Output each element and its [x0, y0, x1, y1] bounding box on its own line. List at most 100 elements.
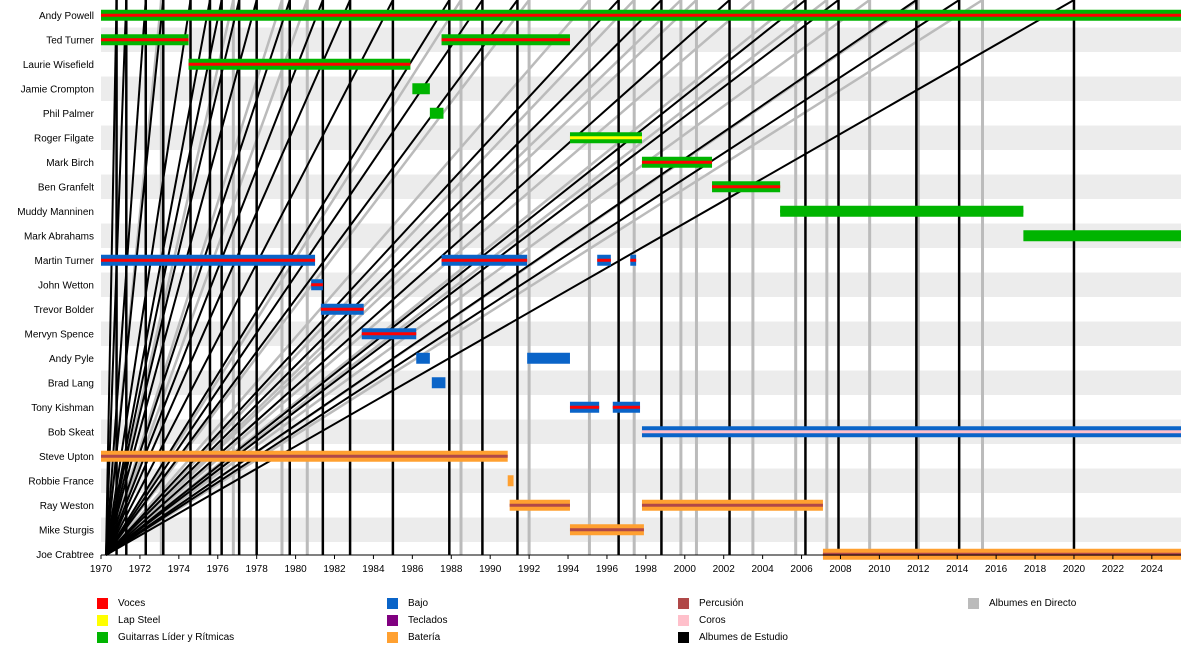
- live-album-diagonal: [105, 0, 636, 556]
- member-bar: [1023, 230, 1181, 242]
- x-tick-label: 1972: [129, 564, 152, 575]
- member-bars: [101, 9, 1181, 560]
- legend-item-bajo: Bajo: [387, 598, 428, 612]
- x-tick-label: 2006: [790, 564, 813, 575]
- member-names: Andy Powell Ted Turner Laurie Wisefield Jam…: [17, 11, 94, 561]
- studio-album-diagonal: [105, 0, 118, 556]
- x-tick-label: 1996: [596, 564, 619, 575]
- member-bar-inner: [509, 503, 570, 507]
- legend-swatch-bajo: [387, 598, 398, 609]
- live-album-diagonal: [105, 0, 531, 556]
- member-name: Muddy Manninen: [17, 207, 94, 218]
- studio-album-diagonal: [105, 0, 223, 556]
- x-tick-label: 1984: [362, 564, 385, 575]
- member-name: Ted Turner: [46, 35, 94, 46]
- member-bar-inner: [101, 258, 316, 262]
- member-bar-inner: [441, 38, 570, 42]
- legend-item-lap-steel: Lap Steel: [97, 615, 160, 629]
- member-name: Steve Upton: [39, 452, 94, 463]
- legend-item-voces: Voces: [97, 598, 145, 612]
- x-tick-label: 1980: [284, 564, 307, 575]
- legend-label-lap-steel: Lap Steel: [118, 615, 161, 626]
- x-tick-label: 2010: [868, 564, 891, 575]
- studio-album-diagonal: [105, 0, 192, 556]
- x-tick-label: 2014: [946, 564, 969, 575]
- studio-album-diagonal: [105, 0, 165, 556]
- x-tick-label: 1982: [323, 564, 346, 575]
- legend-swatch-lap-steel: [97, 615, 108, 626]
- studio-album-diagonal: [105, 0, 291, 556]
- x-tick-label: 2024: [1141, 564, 1164, 575]
- x-tick-label: 2022: [1102, 564, 1125, 575]
- live-album-diagonal: [105, 0, 871, 557]
- member-bar-inner: [641, 503, 823, 507]
- member-bar: [507, 475, 514, 487]
- studio-album-diagonal: [105, 0, 663, 556]
- member-name: Robbie France: [28, 476, 94, 487]
- member-bar-inner: [569, 136, 642, 140]
- studio-album-diagonal: [105, 0, 128, 556]
- member-name: Ray Weston: [40, 501, 94, 512]
- x-tick-label: 2002: [713, 564, 736, 575]
- member-bar-inner: [780, 209, 1024, 213]
- legend-label-percusion: Percusión: [699, 598, 744, 609]
- legend-item-live-albums: Albumes en Directo: [968, 598, 1076, 612]
- member-bar-inner: [712, 185, 781, 189]
- x-tick-label: 1992: [518, 564, 541, 575]
- x-tick-label: 2020: [1063, 564, 1086, 575]
- legend-swatch-teclados: [387, 615, 398, 626]
- member-name: Martin Turner: [35, 256, 95, 267]
- row-stripe: [101, 223, 1181, 248]
- studio-album-diagonal: [105, 0, 324, 556]
- member-bar-inner: [311, 283, 323, 287]
- member-name: Mike Sturgis: [39, 525, 94, 536]
- live-album-diagonal: [105, 0, 591, 556]
- member-bar-inner: [441, 258, 528, 262]
- legend-label-bateria: Batería: [408, 632, 441, 643]
- legend-label-guitarras: Guitarras Líder y Rítmicas: [118, 632, 235, 643]
- member-name: Andy Pyle: [49, 354, 94, 365]
- x-tick-label: 2012: [907, 564, 930, 575]
- live-album-diagonal: [105, 0, 754, 556]
- legend-swatch-studio-albums: [678, 632, 689, 643]
- member-bar-inner: [569, 528, 644, 532]
- member-bar-inner: [320, 307, 364, 311]
- studio-album-diagonal: [105, 0, 147, 556]
- studio-album-diagonal: [105, 0, 451, 556]
- legend-swatch-coros: [678, 615, 689, 626]
- member-bar: [412, 83, 430, 95]
- x-tick-label: 1988: [440, 564, 463, 575]
- studio-album-diagonal: [105, 0, 351, 556]
- row-stripe: [101, 468, 1181, 493]
- member-name: John Wetton: [38, 280, 94, 291]
- legend-label-voces: Voces: [118, 598, 146, 609]
- legend-label-bajo: Bajo: [408, 598, 429, 609]
- member-bar-inner: [101, 13, 1181, 17]
- row-stripe: [101, 174, 1181, 199]
- live-album-diagonal: [105, 0, 828, 556]
- studio-album-diagonal: [105, 0, 917, 556]
- legend-item-guitarras: Guitarras Líder y Rítmicas: [97, 632, 234, 646]
- studio-album-diagonal: [105, 0, 731, 556]
- member-name: Andy Powell: [39, 11, 94, 22]
- x-tick-label: 1976: [207, 564, 230, 575]
- legend-swatch-voces: [97, 598, 108, 609]
- member-bar: [431, 377, 446, 389]
- member-bar-inner: [569, 405, 600, 409]
- x-tick-label: 2016: [985, 564, 1008, 575]
- member-name: Mark Birch: [46, 158, 94, 169]
- legend-swatch-bateria: [387, 632, 398, 643]
- legend-item-studio-albums: Albumes de Estudio: [678, 632, 788, 646]
- legend-label-live-albums: Albumes en Directo: [989, 598, 1077, 609]
- legend-item-teclados: Teclados: [387, 615, 447, 629]
- member-name: Ben Granfelt: [38, 182, 94, 193]
- x-tick-label: 2000: [674, 564, 697, 575]
- member-bar-inner: [641, 430, 1181, 434]
- x-tick-label: 2004: [751, 564, 774, 575]
- x-tick-label: 1986: [401, 564, 424, 575]
- live-album-diagonal: [105, 0, 984, 557]
- live-album-diagonal: [104, 0, 309, 556]
- member-name: Joe Crabtree: [36, 550, 94, 561]
- member-bar: [416, 352, 430, 364]
- member-bar-inner: [188, 62, 411, 66]
